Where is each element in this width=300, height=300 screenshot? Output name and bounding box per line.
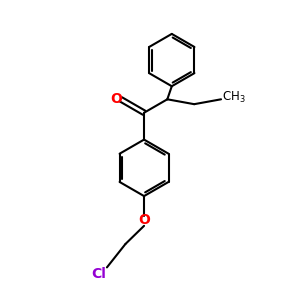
Text: Cl: Cl — [91, 267, 106, 281]
Text: O: O — [138, 214, 150, 227]
Text: CH$_3$: CH$_3$ — [222, 90, 245, 105]
Text: O: O — [110, 92, 122, 106]
